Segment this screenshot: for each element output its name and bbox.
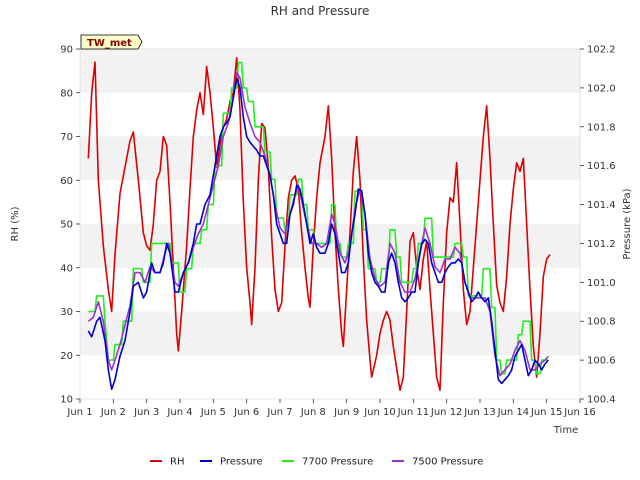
y-right-tick-label: 100.4 bbox=[587, 395, 616, 406]
y-left-tick-label: 10 bbox=[60, 395, 73, 406]
y-left-tick-label: 50 bbox=[60, 220, 73, 231]
x-tick-label: Jun 5 bbox=[200, 407, 226, 418]
x-axis-label: Time bbox=[553, 425, 578, 436]
x-tick-label: Jun 11 bbox=[397, 407, 430, 418]
y-axis-right: 100.4 100.6 100.8 101.0 101.2 101.4 101.6 101.8… bbox=[580, 45, 616, 406]
y-axis-left: 10 20 30 40 50 60 70 80 90 bbox=[60, 45, 80, 406]
y-right-tick-label: 101.8 bbox=[587, 122, 616, 133]
y-right-tick-label: 101.6 bbox=[587, 161, 616, 172]
x-tick-label: Jun 13 bbox=[463, 407, 496, 418]
y-axis-left-label: RH (%) bbox=[10, 206, 21, 241]
badge-box bbox=[80, 34, 143, 50]
legend-label-7700-pressure: 7700 Pressure bbox=[302, 457, 373, 468]
legend-label-pressure: Pressure bbox=[220, 457, 263, 468]
y-right-tick-label: 101.0 bbox=[587, 278, 616, 289]
y-axis-right-label: Pressure (kPa) bbox=[622, 188, 633, 259]
chart-title: RH and Pressure bbox=[271, 4, 370, 18]
x-tick-label: Jun 7 bbox=[266, 407, 292, 418]
x-tick-label: Jun 10 bbox=[363, 407, 396, 418]
series-line-pressure bbox=[87, 77, 549, 391]
legend: RH Pressure 7700 Pressure 7500 Pressure bbox=[150, 457, 483, 468]
x-tick-label: Jun 14 bbox=[497, 407, 530, 418]
y-left-tick-label: 70 bbox=[60, 132, 73, 143]
y-right-tick-label: 101.4 bbox=[587, 200, 616, 211]
x-tick-label: Jun 3 bbox=[133, 407, 159, 418]
x-tick-label: Jun 12 bbox=[430, 407, 463, 418]
y-right-tick-label: 100.6 bbox=[587, 356, 616, 367]
x-tick-label: Jun 15 bbox=[530, 407, 563, 418]
y-left-tick-label: 40 bbox=[60, 263, 73, 274]
y-right-tick-label: 102.2 bbox=[587, 45, 616, 56]
y-right-tick-label: 102.0 bbox=[587, 83, 616, 94]
y-left-tick-label: 90 bbox=[60, 45, 73, 56]
x-tick-label: Jun 16 bbox=[563, 407, 596, 418]
legend-label-rh: RH bbox=[170, 457, 184, 468]
series-line-rh bbox=[87, 56, 551, 392]
x-tick-label: Jun 4 bbox=[166, 407, 192, 418]
y-left-tick-label: 20 bbox=[60, 351, 73, 362]
y-right-tick-label: 100.8 bbox=[587, 317, 616, 328]
y-right-tick-label: 101.2 bbox=[587, 239, 616, 250]
grid-band bbox=[80, 311, 580, 356]
x-axis: Jun 1 Jun 2 Jun 3 Jun 4 Jun 5 Jun 6 Jun 7 Jun 8… bbox=[66, 399, 596, 418]
x-tick-label: Jun 6 bbox=[233, 407, 259, 418]
badge: TW_met bbox=[80, 34, 143, 50]
x-tick-label: Jun 9 bbox=[333, 407, 359, 418]
grid-band bbox=[80, 49, 580, 93]
series-layer bbox=[87, 56, 551, 392]
x-tick-label: Jun 8 bbox=[300, 407, 326, 418]
legend-label-7500-pressure: 7500 Pressure bbox=[412, 457, 483, 468]
x-tick-label: Jun 2 bbox=[100, 407, 126, 418]
y-left-tick-label: 80 bbox=[60, 88, 73, 99]
y-left-tick-label: 30 bbox=[60, 307, 73, 318]
y-left-tick-label: 60 bbox=[60, 176, 73, 187]
x-tick-label: Jun 1 bbox=[66, 407, 92, 418]
badge-label: TW_met bbox=[87, 38, 132, 49]
